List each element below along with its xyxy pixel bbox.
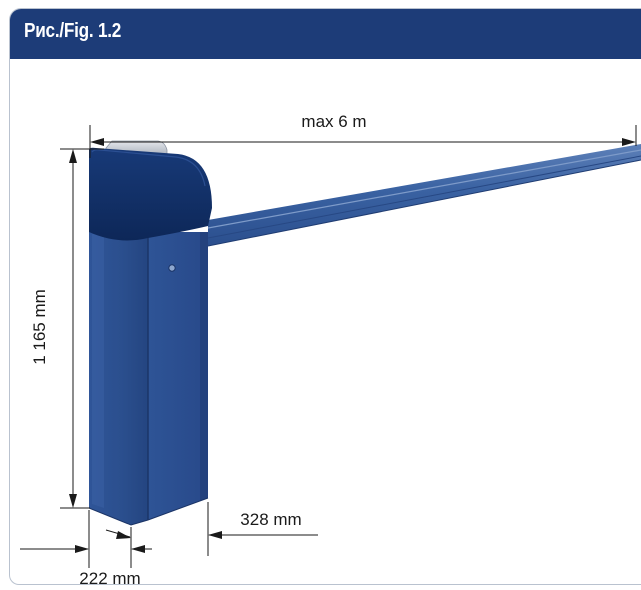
figure-header: Рис./Fig. 1.2 <box>10 9 641 59</box>
boom-length-label: max 6 m <box>301 112 366 131</box>
cabinet-cap <box>89 140 212 241</box>
dimension-cabinet-depth: 328 mm <box>105 502 318 556</box>
boom-arm <box>207 144 641 247</box>
figure-title: Рис./Fig. 1.2 <box>24 20 122 42</box>
cabinet-width-label: 222 mm <box>79 569 140 588</box>
cabinet-height-label: 1 165 mm <box>30 289 49 365</box>
lock-icon <box>168 264 176 272</box>
dimension-cabinet-height: 1 165 mm <box>30 148 104 509</box>
dimension-cabinet-width: 222 mm <box>20 510 152 588</box>
cabinet-depth-label: 328 mm <box>240 510 301 529</box>
barrier-cabinet <box>88 232 209 526</box>
dimension-boom-length: max 6 m <box>89 112 637 158</box>
